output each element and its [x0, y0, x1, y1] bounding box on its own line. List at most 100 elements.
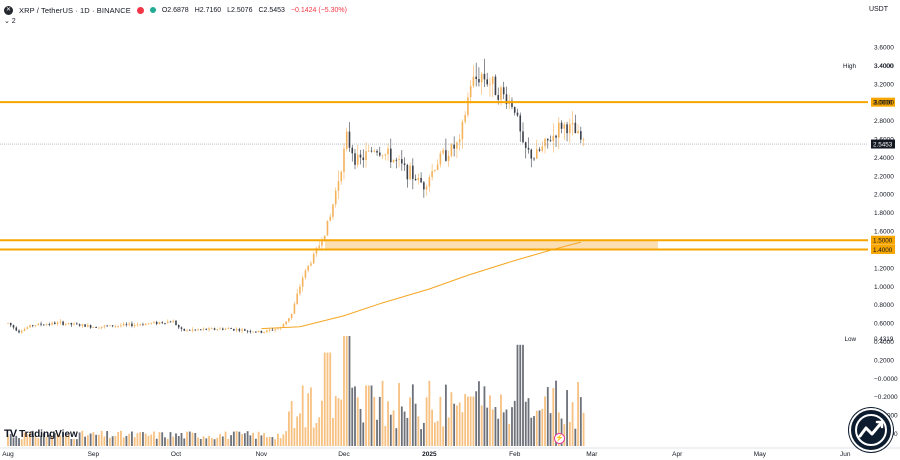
volume-bar [122, 437, 125, 446]
volume-bar [467, 396, 469, 446]
candle-body [293, 303, 296, 314]
candle-body [370, 150, 373, 152]
volume-bar [117, 432, 120, 446]
volume-bar [326, 352, 329, 446]
support-zone [325, 240, 658, 250]
volume-bar [381, 380, 384, 446]
candle-body [20, 330, 23, 333]
candle-body [109, 325, 111, 327]
candle-body [486, 79, 488, 85]
volume-bar [147, 435, 150, 446]
volume-bar [224, 431, 227, 446]
candle-body [122, 324, 125, 326]
price-tick-label: 1.2000 [874, 265, 894, 272]
symbol-title[interactable]: XRP / TetherUS · 1D · BINANCE [19, 5, 131, 15]
volume-bar [241, 434, 243, 446]
candle-body [453, 144, 455, 149]
currency-label[interactable]: USDT [868, 6, 888, 13]
candle-body [147, 323, 150, 325]
candle-body [106, 325, 108, 327]
candle-body [12, 325, 15, 328]
candle-body [535, 149, 538, 159]
candle-body [271, 329, 274, 331]
candle-body [216, 329, 219, 331]
current-price-label: 2.5453 [873, 142, 893, 149]
candle-body [560, 122, 563, 129]
volume-bar [279, 438, 282, 446]
candle-body [136, 324, 139, 326]
candle-body [117, 325, 119, 327]
candle-body [98, 327, 100, 329]
volume-bar [276, 433, 279, 446]
volume-bar [362, 422, 365, 446]
candle-body [571, 122, 574, 125]
candlestick-series [7, 58, 585, 334]
volume-bar [166, 438, 169, 446]
market-status-icon [136, 6, 144, 14]
volume-bar [533, 416, 535, 446]
volume-bar [398, 383, 400, 446]
candle-body [445, 150, 447, 161]
candle-body [191, 329, 194, 331]
candle-body [577, 131, 579, 134]
volume-bar [7, 435, 9, 446]
indicator-toggle[interactable]: ⌄ 2 [4, 18, 16, 25]
candle-body [263, 331, 265, 333]
volume-bar [486, 407, 489, 446]
volume-bar [95, 434, 98, 446]
candle-body [423, 182, 425, 190]
candle-body [48, 324, 51, 325]
candle-body [464, 114, 466, 122]
candle-body [442, 150, 444, 154]
candle-body [392, 159, 395, 163]
volume-bar [395, 428, 398, 446]
volume-bar [420, 429, 422, 446]
volume-bar [293, 427, 296, 446]
volume-bar [406, 417, 409, 446]
level-label: 3.0000 [873, 100, 893, 107]
volume-bar [232, 431, 235, 446]
volume-bar [142, 432, 144, 446]
volume-bar [367, 385, 370, 446]
candle-body [175, 320, 177, 325]
candle-body [161, 322, 164, 323]
candle-body [111, 325, 114, 327]
volume-bar [337, 398, 340, 446]
candle-body [574, 122, 577, 134]
candle-body [304, 270, 307, 278]
candle-body [390, 148, 392, 163]
time-axis[interactable]: Aug Sep Oct Nov Dec 2025 Feb Mar Apr May Jun [0, 447, 900, 458]
candle-body [180, 327, 183, 329]
live-data-icon [149, 7, 156, 13]
candle-body [472, 76, 475, 86]
candle-body [282, 324, 285, 328]
level-label-bg [871, 97, 895, 107]
zone-label-bg [871, 235, 895, 245]
volume-bar [191, 432, 194, 446]
candle-body [483, 73, 486, 80]
ohlc-close: C2.5453 [258, 6, 285, 14]
volume-bar [365, 385, 367, 446]
candle-body [169, 321, 172, 323]
candle-body [186, 329, 188, 331]
marker-value: 0.4319 [874, 336, 894, 343]
volume-bar [194, 433, 197, 446]
candle-body [244, 329, 246, 331]
candle-body [59, 321, 62, 323]
volume-bar [128, 433, 131, 446]
volume-bar [447, 417, 450, 446]
volume-bar [111, 436, 114, 446]
candle-body [398, 159, 400, 160]
candle-body [345, 131, 348, 149]
time-tick-label: 2025 [422, 451, 437, 458]
candle-body [497, 95, 500, 100]
volume-bar [70, 439, 73, 446]
volume-bar [75, 439, 78, 446]
tradingview-brand[interactable]: TV TradingView [4, 428, 78, 440]
lightning-icon[interactable]: ⚡ [554, 433, 565, 444]
volume-bar [53, 433, 56, 446]
candle-body [417, 177, 420, 181]
candle-body [202, 328, 205, 330]
candle-body [480, 73, 483, 83]
